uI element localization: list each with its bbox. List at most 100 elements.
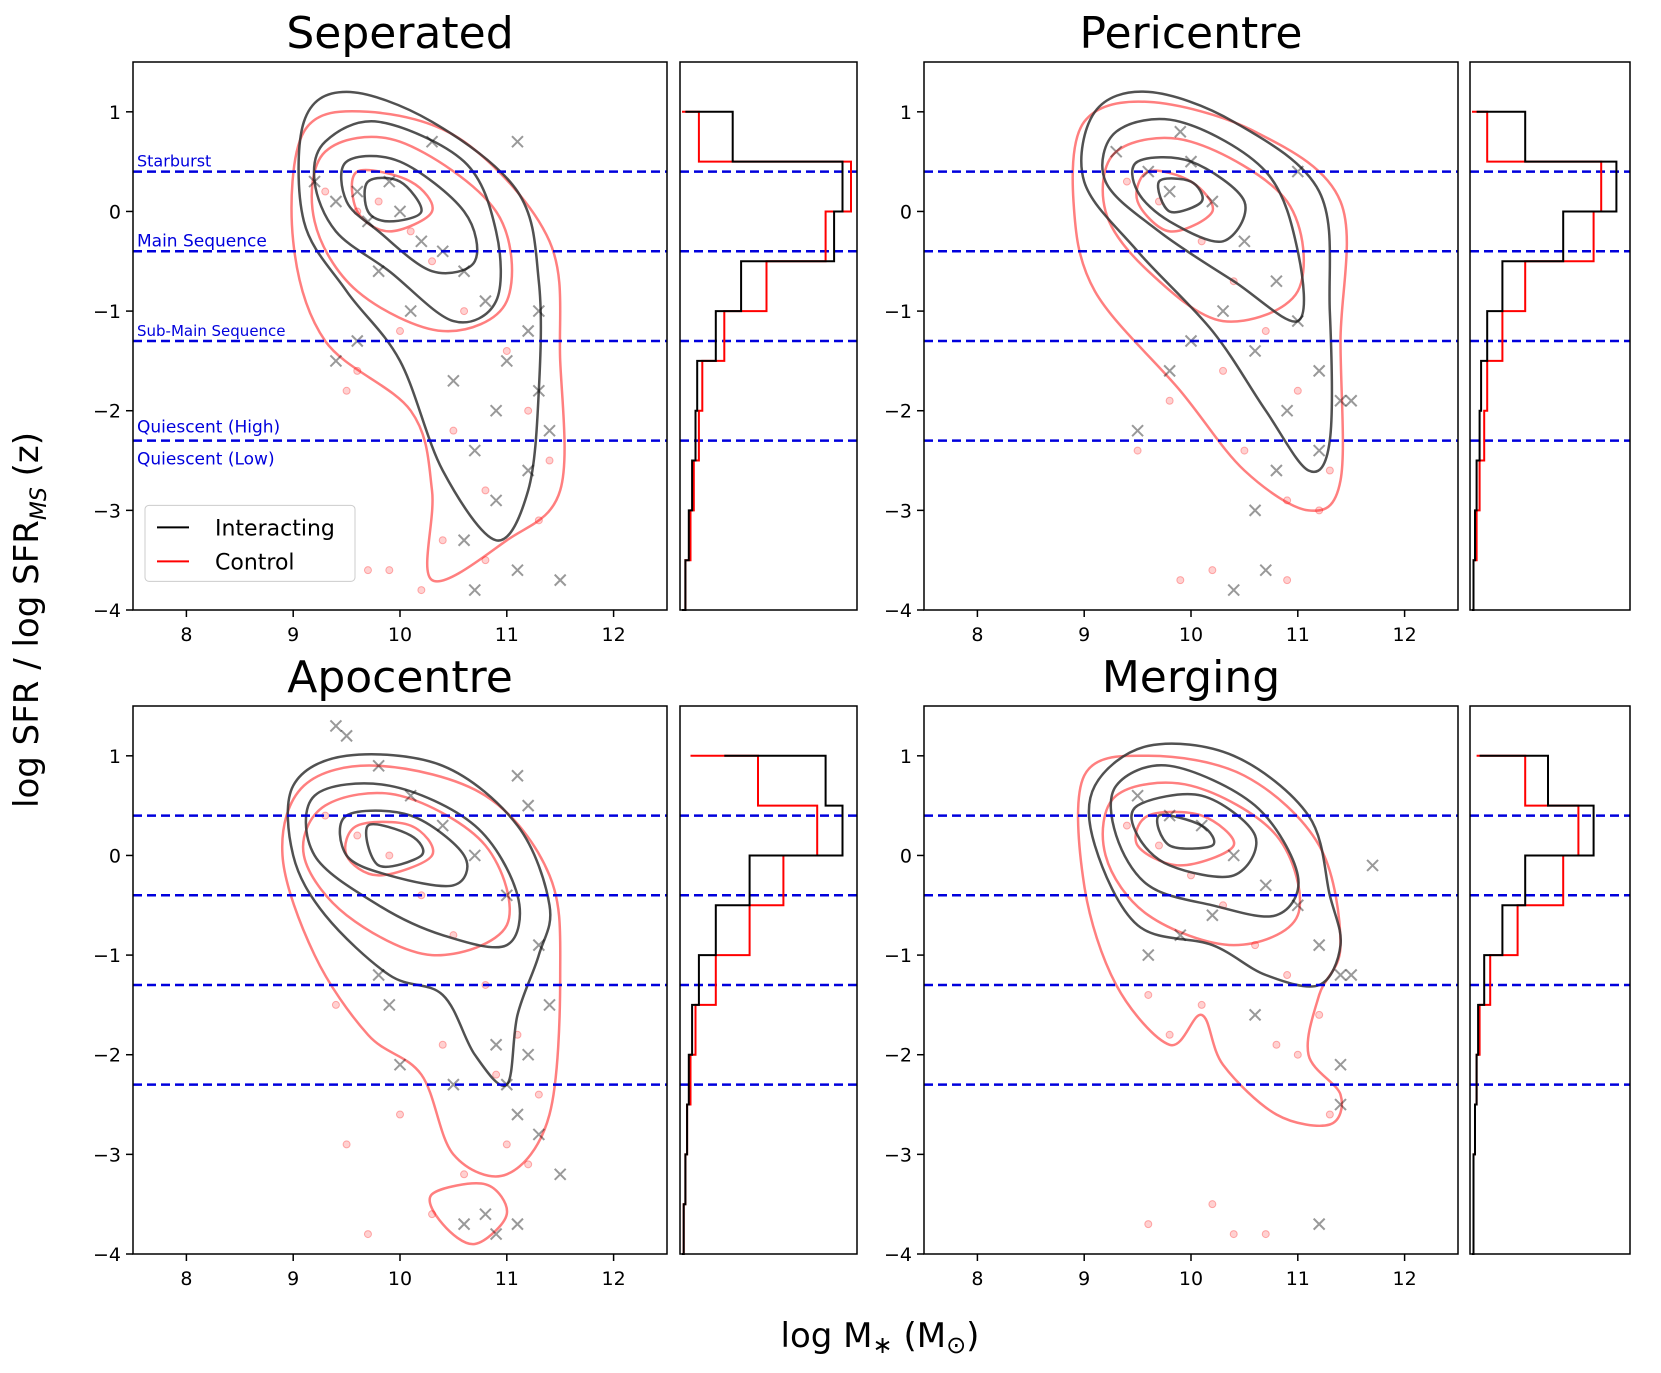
control-point [331, 1000, 340, 1009]
hist-frame [679, 705, 858, 1255]
y-axis-label: log SFR / log SFRMS (z) [7, 432, 52, 808]
y-tick-label: 1 [109, 102, 121, 124]
interacting-contour [1101, 117, 1306, 323]
control-contour [428, 1182, 509, 1246]
control-point [524, 1160, 533, 1169]
panel-title: Apocentre [287, 652, 513, 703]
plot-area [1076, 742, 1379, 1239]
interacting-point [479, 294, 492, 308]
control-point [1293, 1050, 1302, 1059]
control-point [1325, 1110, 1334, 1119]
y-axis-label-tail: (z) [7, 432, 47, 487]
control-point [1197, 1000, 1206, 1009]
x-tick-label: 12 [1393, 1268, 1417, 1290]
legend-box [144, 504, 356, 582]
interacting-point [383, 998, 396, 1012]
control-point [1219, 366, 1228, 375]
interacting-contour [1155, 813, 1216, 850]
y-tick-label: −4 [93, 600, 121, 622]
interacting-point [372, 759, 385, 772]
interacting-point [393, 1058, 407, 1071]
interacting-point [479, 1207, 492, 1221]
interacting-point [511, 563, 524, 577]
control-point [1144, 1220, 1153, 1229]
interacting-point [500, 1078, 514, 1091]
x-tick-label: 10 [1179, 1268, 1203, 1290]
interacting-contour [340, 154, 479, 275]
control-point [438, 1040, 447, 1049]
y-tick-label: −2 [884, 1045, 912, 1067]
y-tick-label: −3 [93, 1144, 121, 1166]
interacting-point [468, 444, 481, 457]
x-tick-label: 12 [602, 1268, 626, 1290]
control-point [492, 1070, 501, 1079]
x-tick-label: 10 [388, 1268, 412, 1290]
interacting-point [553, 573, 567, 587]
interacting-point [1238, 235, 1251, 248]
interacting-point [436, 819, 449, 832]
control-point [1240, 446, 1249, 455]
interacting-point [383, 175, 396, 188]
interacting-point [511, 1217, 524, 1231]
legend-interacting-label: Interacting [215, 516, 335, 541]
interacting-point [404, 789, 417, 802]
interacting-point [329, 719, 343, 733]
control-point [1208, 566, 1217, 575]
interacting-point [361, 215, 375, 228]
control-point [1325, 466, 1334, 475]
y-tick-label: −3 [884, 1144, 912, 1166]
control-point [1208, 1200, 1217, 1209]
interacting-contour [338, 809, 469, 888]
x-tick-label: 8 [971, 1268, 983, 1290]
interacting-point [532, 938, 546, 952]
control-point [502, 346, 511, 355]
interacting-contour [1130, 792, 1258, 879]
interacting-point [457, 1217, 471, 1231]
x-axis-label: log M∗ (M⊙) [781, 1316, 980, 1359]
legend-control-label: Control [215, 550, 295, 575]
interacting-point [1248, 1008, 1262, 1022]
interacting-point [511, 769, 524, 782]
interacting-point [1334, 1058, 1347, 1071]
hist-frame [1469, 61, 1631, 611]
interacting-contour [1131, 156, 1247, 244]
control-histogram [1472, 754, 1580, 1255]
panel-title: Seperated [286, 8, 513, 59]
interacting-contour [297, 90, 543, 542]
control-contour [350, 168, 434, 233]
panel-seperated: Starburst Main Sequence Sub-Main Sequence Q… [93, 8, 858, 646]
axes-frame [923, 61, 1459, 611]
control-histogram [1472, 110, 1603, 611]
x-axis-label-end: ) [966, 1316, 979, 1356]
y-axis-label-main: log SFR / log SFR [7, 520, 47, 808]
interacting-point [521, 799, 535, 812]
interacting-point [521, 324, 535, 338]
control-point [460, 1170, 469, 1179]
y-tick-label: −4 [884, 600, 912, 622]
x-tick-label: 8 [180, 624, 192, 646]
interacting-point [1334, 968, 1347, 982]
region-label: Main Sequence [137, 231, 267, 251]
interacting-point [457, 534, 471, 547]
control-histogram [682, 754, 819, 1255]
interacting-point [1174, 928, 1187, 942]
interacting-point [415, 235, 428, 248]
x-tick-label: 11 [1286, 624, 1310, 646]
interacting-point [1334, 1098, 1347, 1111]
interacting-point [425, 135, 439, 148]
x-axis-label-sub: ∗ [873, 1331, 893, 1359]
interacting-point [521, 1048, 535, 1061]
control-point [1165, 1030, 1174, 1039]
x-tick-label: 11 [1286, 1268, 1310, 1290]
interacting-histogram [1472, 110, 1618, 611]
interacting-point [329, 195, 343, 208]
interacting-point [329, 354, 343, 368]
interacting-point [1259, 879, 1272, 892]
interacting-point [521, 464, 535, 477]
interacting-point [1344, 968, 1358, 982]
control-point [417, 586, 426, 595]
panel-title: Pericentre [1080, 8, 1303, 59]
region-label: Quiescent (Low) [137, 450, 275, 470]
interacting-point [308, 175, 321, 188]
control-point [481, 486, 490, 495]
